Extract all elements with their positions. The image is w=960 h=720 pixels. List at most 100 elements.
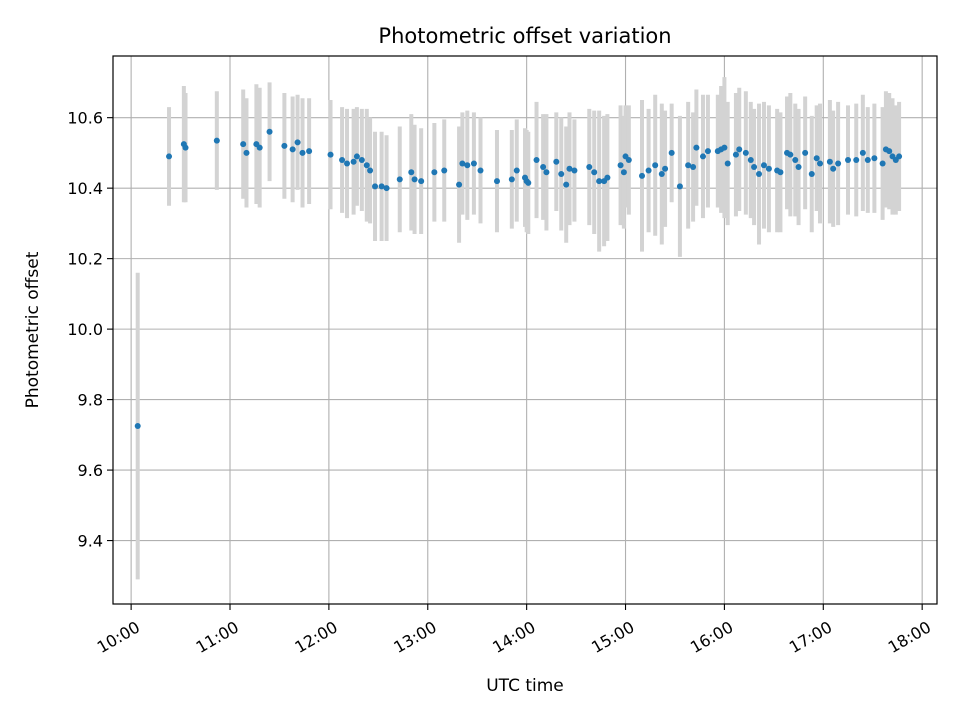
data-point — [411, 176, 418, 183]
data-point — [558, 171, 565, 178]
x-tick-label: 10:00 — [94, 617, 143, 657]
data-point — [732, 151, 739, 158]
data-point — [166, 153, 173, 160]
data-point — [658, 171, 665, 178]
data-point — [493, 178, 500, 185]
data-point — [266, 128, 273, 135]
data-point — [787, 151, 794, 158]
data-point — [685, 162, 692, 169]
data-point — [721, 144, 728, 151]
data-point — [620, 169, 627, 176]
y-tick-label: 9.4 — [78, 532, 103, 551]
y-tick-label: 9.6 — [78, 461, 103, 480]
data-point — [350, 158, 357, 165]
data-point — [596, 178, 603, 185]
data-point — [859, 149, 866, 156]
x-tick-label: 15:00 — [588, 617, 637, 657]
data-point — [760, 162, 767, 169]
data-point — [879, 160, 886, 167]
data-point — [826, 158, 833, 165]
data-point — [756, 171, 763, 178]
data-point — [845, 156, 852, 163]
data-point — [182, 144, 189, 151]
data-point — [464, 162, 471, 169]
data-point — [747, 156, 754, 163]
data-point — [306, 148, 313, 155]
data-point — [243, 149, 250, 156]
data-point — [441, 167, 448, 174]
data-point — [792, 156, 799, 163]
data-point — [853, 156, 860, 163]
data-point — [864, 156, 871, 163]
data-points — [134, 128, 903, 430]
data-point — [802, 149, 809, 156]
data-point — [742, 149, 749, 156]
data-point — [358, 156, 365, 163]
data-point — [396, 176, 403, 183]
data-point — [470, 160, 477, 167]
data-point — [751, 164, 758, 171]
data-point — [431, 169, 438, 176]
x-tick-label: 13:00 — [390, 617, 439, 657]
data-point — [372, 183, 379, 190]
data-point — [294, 139, 301, 146]
data-point — [736, 146, 743, 153]
y-tick-label: 10.2 — [67, 250, 103, 269]
data-point — [645, 167, 652, 174]
data-point — [591, 169, 598, 176]
data-point — [459, 160, 466, 167]
data-point — [699, 153, 706, 160]
data-point — [830, 165, 837, 172]
data-point — [566, 165, 573, 172]
data-point — [378, 183, 385, 190]
data-point — [816, 160, 823, 167]
data-point — [704, 148, 711, 155]
chart-title: Photometric offset variation — [378, 24, 671, 48]
data-point — [240, 141, 247, 148]
y-axis-label: Photometric offset — [23, 251, 43, 408]
data-point — [281, 142, 288, 149]
y-tick-label: 10.0 — [67, 320, 103, 339]
data-point — [367, 167, 374, 174]
data-point — [408, 169, 415, 176]
plot-frame — [112, 55, 938, 605]
data-point — [533, 156, 540, 163]
data-point — [777, 169, 784, 176]
data-point — [639, 172, 646, 179]
data-point — [835, 160, 842, 167]
data-point — [693, 144, 700, 151]
data-point — [327, 151, 334, 158]
data-point — [808, 171, 815, 178]
x-tick-label: 14:00 — [489, 617, 538, 657]
x-tick-label: 12:00 — [291, 617, 340, 657]
data-point — [690, 164, 697, 171]
x-tick-label: 11:00 — [193, 617, 242, 657]
data-point — [477, 167, 484, 174]
data-point — [586, 164, 593, 171]
data-point — [813, 155, 820, 162]
data-point — [563, 181, 570, 188]
data-point — [513, 167, 520, 174]
data-point — [418, 178, 425, 185]
y-tick-label: 10.4 — [67, 179, 103, 198]
data-point — [652, 162, 659, 169]
data-point — [765, 165, 772, 172]
data-point — [344, 160, 351, 167]
data-point — [540, 164, 547, 171]
data-point — [896, 153, 903, 160]
x-tick-label: 18:00 — [885, 617, 934, 657]
x-tick-label: 17:00 — [786, 617, 835, 657]
data-point — [662, 165, 669, 172]
data-point — [553, 158, 560, 165]
data-point — [604, 174, 611, 181]
data-point — [668, 149, 675, 156]
data-point — [256, 144, 263, 151]
data-point — [213, 137, 220, 144]
data-point — [339, 156, 346, 163]
x-tick-label: 16:00 — [687, 617, 736, 657]
data-point — [508, 176, 515, 183]
data-point — [795, 164, 802, 171]
data-point — [363, 162, 370, 169]
data-point — [543, 169, 550, 176]
